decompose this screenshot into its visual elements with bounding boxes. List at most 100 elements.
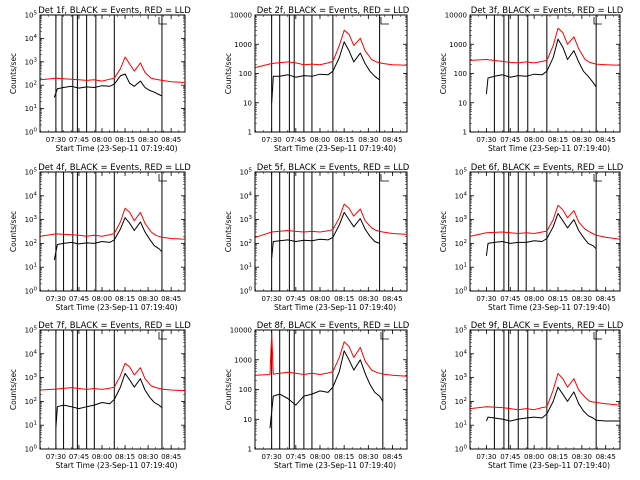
chart-title: Det 2f, BLACK = Events, RED = LLD — [257, 6, 410, 16]
x-tick-label: 08:45 — [596, 136, 616, 144]
x-axis-label: Start Time (23-Sep-11 07:19:40) — [56, 303, 178, 312]
y-tick-label: 104 — [240, 191, 253, 200]
series-line-events — [53, 73, 163, 98]
x-tick-label: 08:45 — [596, 295, 616, 303]
corner-marker — [593, 17, 602, 25]
x-tick-label: 08:15 — [548, 136, 568, 144]
chart-panel-6: Det 6f, BLACK = Events, RED = LLD 100 101 1… — [439, 163, 624, 312]
y-tick-label: 10 — [243, 99, 252, 107]
x-tick-label: 07:30 — [46, 295, 66, 303]
y-tick-label: 104 — [25, 349, 38, 358]
x-tick-label: 07:30 — [46, 453, 66, 461]
chart-title: Det 9f, BLACK = Events, RED = LLD — [471, 321, 624, 331]
plot-frame — [254, 14, 408, 133]
x-tick-label: 08:00 — [524, 453, 544, 461]
chart-panel-3: Det 3f, BLACK = Events, RED = LLD 1 10 100 1… — [439, 6, 624, 153]
y-tick-label: 100 — [454, 70, 467, 78]
x-tick-label: 08:30 — [572, 136, 592, 144]
plot-frame — [469, 14, 621, 133]
y-axis-label: Counts/sec — [224, 369, 233, 410]
x-tick-label: 08:30 — [358, 453, 378, 461]
y-axis-label: Counts/sec — [439, 53, 448, 94]
x-tick-label: 08:00 — [310, 453, 330, 461]
chart-panel-9: Det 9f, BLACK = Events, RED = LLD 100 101 1… — [439, 321, 624, 470]
x-tick-label: 08:00 — [92, 453, 112, 461]
chart-title: Det 8f, BLACK = Events, RED = LLD — [257, 321, 410, 331]
y-tick-label: 102 — [25, 81, 37, 90]
y-axis-label: Counts/sec — [224, 53, 233, 94]
x-tick-label: 08:15 — [115, 295, 135, 303]
x-tick-label: 08:45 — [161, 295, 181, 303]
chart-title: Det 6f, BLACK = Events, RED = LLD — [471, 163, 624, 173]
y-tick-label: 100 — [25, 128, 38, 137]
y-tick-label: 105 — [455, 326, 468, 335]
plot-frame — [254, 171, 408, 292]
x-tick-label: 07:45 — [500, 136, 520, 144]
corner-marker — [158, 174, 167, 182]
x-tick-label: 08:15 — [548, 295, 568, 303]
chart-panel-7: Det 7f, BLACK = Events, RED = LLD 100 101 1… — [9, 321, 191, 470]
series-line-lld — [40, 362, 186, 392]
y-tick-label: 105 — [25, 11, 38, 20]
x-tick-label: 07:30 — [262, 295, 282, 303]
series-line-events — [485, 213, 597, 256]
x-tick-label: 08:15 — [548, 453, 568, 461]
x-tick-label: 07:30 — [476, 453, 496, 461]
chart-panel-8: Det 8f, BLACK = Events, RED = LLD 1 10 100 1… — [224, 321, 410, 470]
y-tick-label: 10 — [458, 99, 467, 107]
series-line-events — [55, 372, 163, 428]
y-tick-label: 102 — [25, 397, 37, 406]
x-tick-label: 08:45 — [382, 295, 402, 303]
corner-marker — [380, 17, 389, 25]
y-tick-label: 101 — [25, 263, 37, 272]
x-tick-label: 08:00 — [92, 136, 112, 144]
y-tick-label: 100 — [25, 445, 38, 454]
y-axis-label: Counts/sec — [9, 53, 18, 94]
x-tick-label: 08:15 — [334, 453, 354, 461]
chart-panel-5: Det 5f, BLACK = Events, RED = LLD 100 101 1… — [224, 163, 410, 312]
corner-marker — [158, 17, 167, 25]
x-axis-label: Start Time (23-Sep-11 07:19:40) — [488, 303, 610, 312]
x-tick-label: 08:00 — [310, 136, 330, 144]
chart-title: Det 7f, BLACK = Events, RED = LLD — [38, 321, 191, 331]
x-tick-label: 08:30 — [358, 136, 378, 144]
series-line-events — [271, 41, 380, 103]
x-tick-label: 07:30 — [262, 136, 282, 144]
series-line-lld — [470, 204, 621, 240]
y-tick-label: 101 — [25, 421, 37, 430]
x-tick-label: 08:15 — [334, 136, 354, 144]
chart-title: Det 1f, BLACK = Events, RED = LLD — [38, 6, 191, 16]
y-tick-label: 100 — [455, 445, 468, 454]
x-axis-label: Start Time (23-Sep-11 07:19:40) — [56, 461, 178, 470]
x-tick-label: 08:00 — [92, 295, 112, 303]
y-tick-label: 10000 — [230, 12, 252, 20]
y-tick-label: 103 — [455, 215, 468, 224]
y-tick-label: 102 — [240, 239, 252, 248]
y-tick-label: 102 — [455, 239, 467, 248]
y-tick-label: 10000 — [230, 327, 252, 335]
y-tick-label: 1000 — [449, 41, 467, 49]
x-axis-label: Start Time (23-Sep-11 07:19:40) — [274, 144, 396, 153]
y-tick-label: 102 — [455, 397, 467, 406]
x-tick-label: 07:30 — [46, 136, 66, 144]
x-tick-label: 07:30 — [476, 136, 496, 144]
x-tick-label: 07:45 — [500, 453, 520, 461]
y-tick-label: 104 — [25, 191, 38, 200]
x-tick-label: 07:45 — [69, 136, 89, 144]
y-tick-label: 1000 — [234, 356, 252, 364]
chart-panel-1: Det 1f, BLACK = Events, RED = LLD 100 101 1… — [9, 6, 191, 153]
y-tick-label: 102 — [25, 239, 37, 248]
x-tick-label: 07:45 — [286, 136, 306, 144]
x-tick-label: 08:00 — [524, 136, 544, 144]
x-tick-label: 07:45 — [286, 295, 306, 303]
y-tick-label: 1 — [463, 129, 467, 137]
y-tick-label: 101 — [455, 421, 467, 430]
y-tick-label: 104 — [455, 191, 468, 200]
y-tick-label: 100 — [239, 70, 252, 78]
y-tick-label: 100 — [240, 287, 253, 296]
y-tick-label: 10000 — [445, 12, 467, 20]
chart-panel-2: Det 2f, BLACK = Events, RED = LLD 1 10 100 1… — [224, 6, 410, 153]
series-line-lld — [40, 207, 186, 240]
series-line-lld — [255, 203, 408, 238]
series-line-events — [269, 350, 384, 429]
